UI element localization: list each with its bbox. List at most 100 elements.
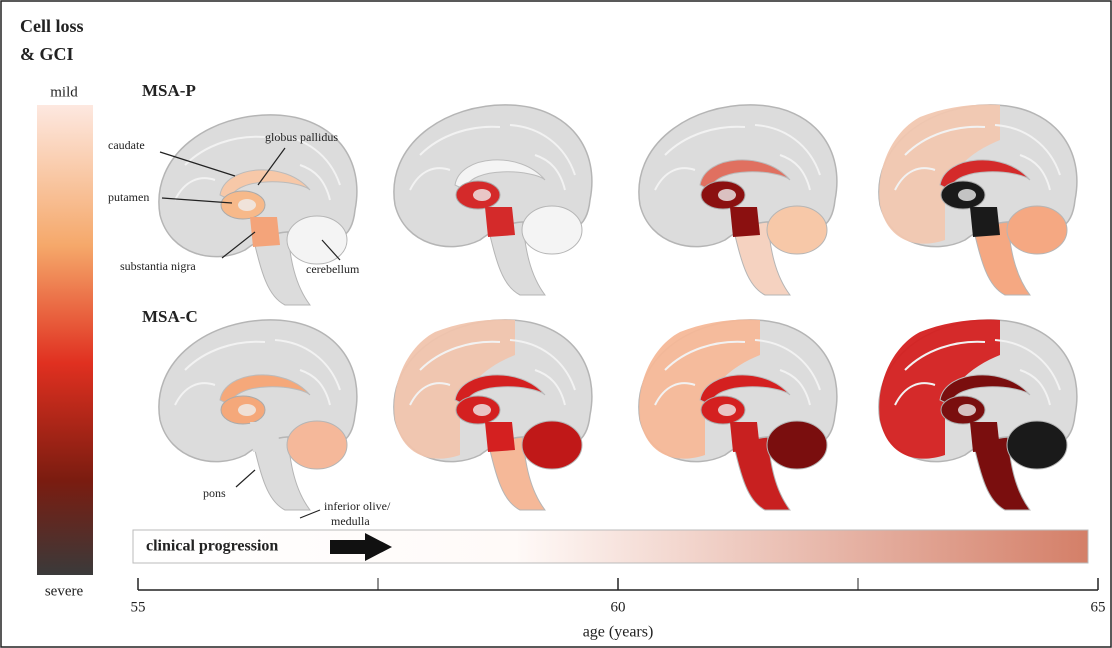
- nigra: [250, 422, 280, 452]
- cerebellum: [1006, 420, 1068, 470]
- cerebellum: [286, 420, 348, 470]
- tick-label: 60: [611, 599, 626, 615]
- pointer: [161, 197, 233, 204]
- brain: [393, 104, 593, 296]
- gyrus: [534, 154, 566, 191]
- gyrus: [274, 339, 341, 391]
- gyrus: [174, 177, 216, 201]
- nigra: [485, 422, 515, 452]
- axis: 55 60 65: [131, 578, 1106, 615]
- legend-severe: severe: [45, 583, 84, 599]
- pallidus: [958, 404, 976, 416]
- gyrus: [419, 125, 501, 156]
- frontal-cortex: [639, 319, 760, 459]
- cerebellum: [766, 420, 828, 470]
- corpus-callosum: [454, 159, 546, 191]
- gyrus: [299, 164, 331, 201]
- row-title: MSA-P: [142, 81, 196, 100]
- gyrus: [509, 339, 576, 391]
- pointer: [257, 147, 286, 186]
- row-title: MSA-C: [142, 307, 198, 326]
- gyrus: [894, 382, 936, 406]
- corpus-callosum: [699, 159, 791, 191]
- brain: [878, 104, 1078, 296]
- nigra: [250, 217, 280, 247]
- progression-bar: [132, 529, 1089, 564]
- gyrus: [904, 340, 986, 371]
- gyrus: [409, 167, 451, 191]
- label: globus pallidus: [265, 130, 338, 144]
- axis-label: age (years): [583, 624, 654, 641]
- label: putamen: [108, 190, 149, 204]
- pallidus: [238, 404, 256, 416]
- pallidus: [718, 404, 736, 416]
- tick-label: 65: [1091, 599, 1106, 615]
- label: cerebellum: [306, 262, 360, 276]
- pallidus: [958, 189, 976, 201]
- nigra: [970, 422, 1000, 452]
- brains: [158, 104, 1078, 511]
- frontal-cortex: [879, 319, 1000, 459]
- corpus-callosum: [219, 169, 311, 201]
- gyrus: [274, 134, 341, 186]
- brain: [638, 104, 838, 296]
- tick-label: 55: [131, 599, 146, 615]
- progression-arrow: [330, 533, 392, 561]
- frontal-cortex: [394, 319, 515, 459]
- legend-title: Cell loss: [20, 16, 84, 36]
- gyrus: [299, 369, 331, 406]
- label: inferior olive/: [324, 499, 391, 513]
- gyrus: [894, 167, 936, 191]
- gyrus: [664, 125, 746, 156]
- pointer: [221, 231, 256, 259]
- gyrus: [509, 124, 576, 176]
- pallidus: [238, 199, 256, 211]
- label: pons: [203, 486, 226, 500]
- corpus-callosum: [219, 374, 311, 406]
- gyrus: [754, 339, 821, 391]
- cerebellum: [521, 420, 583, 470]
- label: substantia nigra: [120, 259, 196, 273]
- nigra: [485, 207, 515, 237]
- gyrus: [654, 167, 696, 191]
- legend-title: & GCI: [20, 44, 74, 64]
- annotations: caudate globus pallidus putamen substant…: [108, 130, 391, 528]
- pointer: [235, 469, 256, 488]
- gyrus: [534, 369, 566, 406]
- gyrus: [174, 382, 216, 406]
- brain: [638, 319, 838, 511]
- gyrus: [184, 340, 266, 371]
- corpus-callosum: [699, 374, 791, 406]
- gyrus: [409, 382, 451, 406]
- corpus-callosum: [939, 374, 1031, 406]
- progression-label: clinical progression: [146, 538, 278, 555]
- label: caudate: [108, 138, 145, 152]
- gyrus: [904, 125, 986, 156]
- pointer: [321, 239, 341, 261]
- cerebellum: [521, 205, 583, 255]
- corpus-callosum: [939, 159, 1031, 191]
- gyrus: [654, 382, 696, 406]
- pallidus: [718, 189, 736, 201]
- gyrus: [184, 135, 266, 166]
- cerebellum: [286, 215, 348, 265]
- brain: [158, 114, 358, 306]
- nigra: [970, 207, 1000, 237]
- cerebellum: [1006, 205, 1068, 255]
- pointer: [299, 509, 321, 519]
- brain: [878, 319, 1078, 511]
- gyrus: [754, 124, 821, 176]
- pallidus: [473, 189, 491, 201]
- gyrus: [994, 124, 1061, 176]
- nigra: [730, 422, 760, 452]
- corpus-callosum: [454, 374, 546, 406]
- brain: [158, 319, 358, 511]
- gyrus: [419, 340, 501, 371]
- brain: [393, 319, 593, 511]
- legend-mild: mild: [50, 84, 78, 100]
- cerebellum: [766, 205, 828, 255]
- gyrus: [664, 340, 746, 371]
- gyrus: [994, 339, 1061, 391]
- color-bar: [37, 105, 93, 575]
